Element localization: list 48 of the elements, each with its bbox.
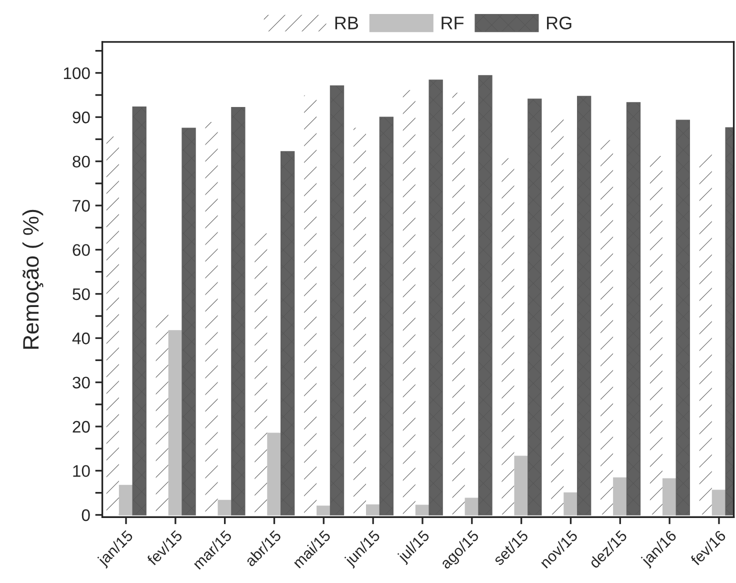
y-tick-label: 30 [72,376,90,389]
bar [218,500,232,516]
bar [231,106,246,516]
bar [613,477,628,516]
bar [576,96,592,516]
bar [182,128,196,516]
bar [428,80,443,516]
bar [267,432,282,516]
bar [550,118,564,516]
bar [106,136,120,516]
bar [676,120,690,516]
y-tick-label: 20 [72,420,90,433]
bar [352,126,367,516]
bar [662,478,677,516]
bar [528,98,542,516]
y-tick-label: 100 [64,67,90,80]
legend-label: RG [547,16,572,30]
y-tick-label: 80 [72,156,90,168]
bar [626,102,641,516]
bar [478,75,492,516]
y-tick-label: 70 [72,200,90,212]
y-tick-label: 10 [73,465,90,477]
bar [118,484,134,516]
y-tick-label: 40 [72,332,90,344]
bar [514,456,528,516]
bar [564,492,578,516]
bar [451,92,466,516]
bar [366,504,380,516]
bar [402,89,416,516]
y-tick-label: 0 [82,509,90,522]
y-axis-title: Remoção ( %) [22,210,44,349]
bar [500,157,516,516]
bar [132,106,146,516]
bar [415,504,430,516]
y-tick-label: 50 [72,288,90,300]
bar [712,490,726,516]
bar [464,498,479,516]
bar [330,85,344,516]
legend-label: RF [442,16,464,30]
bar [280,151,295,516]
bar [316,506,331,516]
legend-label: RB [335,16,358,30]
bar [379,116,394,516]
y-tick-label: 60 [72,244,90,256]
y-tick-label: 90 [72,112,90,124]
bar [649,155,664,516]
bar [600,139,614,516]
bar [168,330,183,516]
